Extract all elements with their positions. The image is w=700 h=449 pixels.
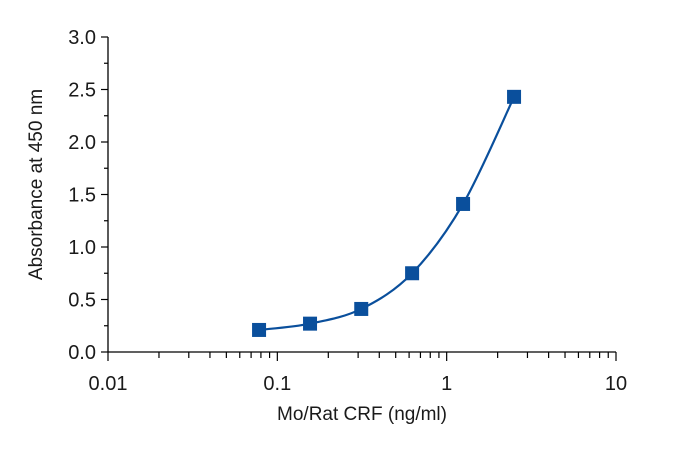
y-tick-label: 3.0: [68, 27, 96, 49]
x-tick-label: 0.1: [263, 373, 291, 395]
data-point: [252, 322, 267, 337]
data-point: [405, 266, 420, 281]
y-tick-label: 0.0: [68, 342, 96, 364]
x-ticks: 0.01 0.1 1 10: [89, 352, 627, 395]
data-point: [456, 196, 471, 211]
y-tick-label: 2.5: [68, 80, 96, 102]
y-tick-label: 2.0: [68, 132, 96, 154]
data-point: [303, 316, 318, 331]
y-tick-label: 1.5: [68, 185, 96, 207]
x-tick-label: 1: [441, 373, 452, 395]
x-axis-title: Mo/Rat CRF (ng/ml): [277, 404, 447, 425]
data-point: [354, 301, 369, 316]
y-axis-title: Absorbance at 450 nm: [26, 89, 47, 280]
y-tick-label: 0.5: [68, 290, 96, 312]
fit-curve: [258, 96, 516, 332]
x-tick-label: 10: [605, 373, 627, 395]
data-point: [507, 89, 522, 104]
y-ticks: 0.0 0.5 1.0 1.5 2.0 2.5 3.0: [68, 27, 108, 364]
data-markers: [252, 89, 522, 337]
x-tick-label: 0.01: [89, 373, 128, 395]
y-tick-label: 1.0: [68, 237, 96, 259]
